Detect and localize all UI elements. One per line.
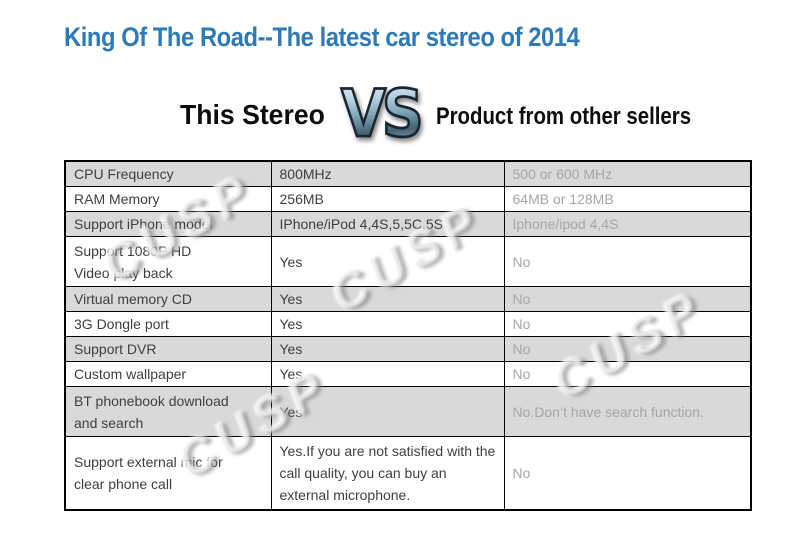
- versus-right-label: Product from other sellers: [436, 103, 692, 130]
- vs-icon: VS: [340, 75, 425, 152]
- other-sellers-cell: No.Don’t have search function.: [503, 386, 752, 437]
- feature-cell: Support external mic for clear phone cal…: [64, 436, 272, 511]
- this-stereo-cell: IPhone/iPod 4,4S,5,5C,5S: [270, 211, 505, 237]
- feature-cell: Custom wallpaper: [64, 361, 272, 387]
- this-stereo-cell: Yes: [270, 386, 505, 437]
- versus-left-label: This Stereo: [180, 99, 325, 130]
- this-stereo-cell: Yes: [270, 236, 505, 287]
- feature-cell: 3G Dongle port: [64, 311, 272, 337]
- table-row: RAM Memory 256MB 64MB or 128MB: [64, 186, 752, 212]
- table-row: Support external mic for clear phone cal…: [64, 436, 752, 511]
- other-sellers-cell: No: [503, 361, 752, 387]
- feature-cell: Support iPhone model: [64, 211, 272, 237]
- table-row: Support 1080P HD Video play back Yes No: [64, 236, 752, 287]
- this-stereo-cell: 256MB: [270, 186, 505, 212]
- table-row: CPU Frequency 800MHz 500 or 600 MHz: [64, 160, 752, 187]
- this-stereo-cell: Yes: [270, 336, 505, 362]
- other-sellers-cell: 64MB or 128MB: [503, 186, 752, 212]
- feature-cell: CPU Frequency: [64, 160, 272, 187]
- this-stereo-cell: Yes: [270, 361, 505, 387]
- table-row: Support iPhone model IPhone/iPod 4,4S,5,…: [64, 211, 752, 237]
- table-row: Custom wallpaper Yes No: [64, 361, 752, 387]
- feature-cell: RAM Memory: [64, 186, 272, 212]
- table-row: Support DVR Yes No: [64, 336, 752, 362]
- other-sellers-cell: 500 or 600 MHz: [503, 160, 752, 187]
- this-stereo-cell: Yes.If you are not satisfied with the ca…: [270, 436, 505, 511]
- table-row: 3G Dongle port Yes No: [64, 311, 752, 337]
- table-row: Virtual memory CD Yes No: [64, 286, 752, 312]
- page-title: King Of The Road--The latest car stereo …: [64, 22, 580, 52]
- other-sellers-cell: No: [503, 336, 752, 362]
- other-sellers-cell: No: [503, 436, 752, 511]
- feature-cell: Support DVR: [64, 336, 272, 362]
- other-sellers-cell: No: [503, 236, 752, 287]
- this-stereo-cell: Yes: [270, 311, 505, 337]
- feature-cell: Support 1080P HD Video play back: [64, 236, 272, 287]
- comparison-table: CPU Frequency 800MHz 500 or 600 MHz RAM …: [64, 160, 752, 511]
- other-sellers-cell: No: [503, 311, 752, 337]
- feature-cell: Virtual memory CD: [64, 286, 272, 312]
- feature-cell: BT phonebook download and search: [64, 386, 272, 437]
- this-stereo-cell: 800MHz: [270, 160, 505, 187]
- this-stereo-cell: Yes: [270, 286, 505, 312]
- other-sellers-cell: Iphone/ipod 4,4S: [503, 211, 752, 237]
- other-sellers-cell: No: [503, 286, 752, 312]
- table-row: BT phonebook download and search Yes No.…: [64, 386, 752, 437]
